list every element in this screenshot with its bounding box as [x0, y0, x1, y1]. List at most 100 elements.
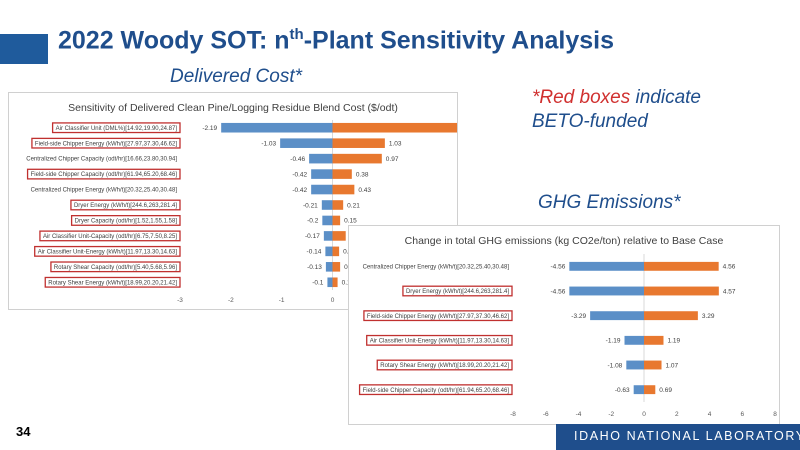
cost-value-label-low: -2.19 [202, 125, 217, 132]
cost-bar-high [332, 122, 457, 133]
cost-beto-highlight-box [50, 261, 181, 273]
ghg-x-tick-label: 8 [773, 411, 777, 418]
ghg-bar-high [644, 335, 664, 345]
cost-value-label-low: -0.1 [312, 280, 324, 287]
ghg-bar-high [644, 311, 698, 321]
title-main: 2022 Woody SOT: n [58, 26, 290, 55]
cost-beto-highlight-box [26, 168, 181, 180]
cost-value-label-high: 0.38 [356, 171, 369, 178]
cost-beto-highlight-box [51, 122, 181, 134]
cost-bar-low [323, 231, 333, 241]
ghg-subtitle: GHG Emissions* [538, 192, 681, 213]
ghg-bar-low [590, 311, 644, 321]
ghg-chart-panel: Change in total GHG emissions (kg CO2e/t… [348, 225, 780, 425]
ghg-value-label-low: -3.29 [571, 313, 586, 320]
ghg-beto-highlight-box [402, 285, 513, 297]
ghg-bar-low [626, 360, 644, 370]
ghg-category-label: Air Classifier Unit-Energy (kWh/t)[11.97… [370, 338, 510, 344]
cost-bar-low [322, 215, 333, 226]
cost-bar-low [325, 246, 333, 257]
cost-bar-low [311, 169, 333, 179]
cost-category-label: Rotary Shear Capacity (odt/hr)[5.40,5.68… [54, 265, 177, 271]
cost-category-label: Air Classifier Unit (DML%)[14.92,19.90,2… [56, 126, 178, 132]
ghg-value-label-high: 3.29 [702, 313, 715, 320]
ghg-chart-title: Change in total GHG emissions (kg CO2e/t… [405, 235, 724, 247]
page-number: 34 [16, 424, 31, 439]
ghg-value-label-low: -4.56 [551, 288, 566, 295]
ghg-bar-high [644, 360, 662, 370]
cost-bar-high [332, 262, 341, 272]
cost-bar-high [332, 215, 341, 226]
ghg-value-label-high: 4.57 [723, 288, 736, 295]
ghg-x-tick-label: -2 [608, 411, 614, 418]
cost-x-tick-label: -1 [279, 297, 285, 304]
cost-beto-highlight-box [39, 230, 181, 242]
delivered-cost-subtitle: Delivered Cost* [170, 66, 302, 87]
cost-beto-highlight-box [70, 215, 181, 226]
ghg-beto-highlight-box [363, 310, 513, 322]
title-accent-bar [0, 34, 48, 64]
cost-bar-low [309, 153, 333, 164]
cost-category-label: Air Classifier Unit-Energy (kWh/t)[11.97… [38, 249, 178, 255]
cost-value-label-low: -0.46 [290, 156, 305, 163]
ghg-value-label-low: -0.63 [615, 387, 630, 394]
note-red-boxes: *Red boxes [532, 87, 631, 108]
ghg-x-tick-label: -8 [510, 411, 516, 418]
cost-value-label-low: -1.03 [261, 140, 276, 147]
ghg-value-label-high: 0.69 [659, 387, 672, 394]
cost-category-label: Air Classifier Unit-Capacity (odt/hr)[6.… [43, 234, 177, 240]
ghg-bar-high [644, 261, 719, 271]
ghg-x-tick-label: 0 [642, 411, 646, 418]
cost-beto-highlight-box [34, 245, 181, 257]
cost-value-label-low: -0.14 [307, 249, 322, 256]
ghg-bar-low [633, 385, 644, 395]
cost-value-label-low: -0.17 [305, 233, 320, 240]
cost-value-label-low: -0.42 [292, 171, 307, 178]
cost-bar-low [321, 200, 333, 210]
cost-sensitivity-chart: Sensitivity of Delivered Clean Pine/Logg… [26, 102, 457, 304]
ghg-x-tick-label: 6 [740, 411, 744, 418]
footer-lab-name: IDAHO NATIONAL LABORATORY [574, 429, 800, 443]
cost-category-label: Dryer Energy (kWh/t)[244.6,263,281.4] [74, 203, 177, 209]
footer-bar [556, 424, 800, 450]
cost-x-tick-label: -2 [228, 297, 234, 304]
note-beto-funded: BETO-funded [532, 111, 648, 132]
cost-category-label: Dryer Capacity (odt/hr)[1.52,1.55,1.58] [75, 219, 178, 225]
cost-chart-panel: Sensitivity of Delivered Clean Pine/Logg… [8, 92, 458, 310]
ghg-beto-highlight-box [376, 359, 513, 371]
cost-category-label: Field-side Chipper Energy (kWh/t)[27.97,… [35, 141, 177, 147]
cost-value-label-high: 1.03 [389, 140, 402, 147]
cost-value-label-low: -0.2 [307, 218, 319, 225]
cost-bar-high [332, 277, 338, 288]
cost-bar-low [325, 262, 333, 272]
ghg-beto-highlight-box [366, 334, 513, 346]
cost-value-label-low: -0.13 [307, 264, 322, 271]
cost-beto-highlight-box [31, 137, 181, 149]
title-rest: -Plant Sensitivity Analysis [303, 26, 614, 55]
cost-value-label-high: 0.97 [386, 156, 399, 163]
ghg-category-label: Field-side Chipper Energy (kWh/t)[27.97,… [367, 314, 509, 320]
cost-bar-low [280, 138, 333, 148]
ghg-bar-low [624, 335, 644, 345]
ghg-sensitivity-chart: Change in total GHG emissions (kg CO2e/t… [358, 235, 777, 418]
ghg-category-label: Dryer Energy (kWh/t)[244.6,263,281.4] [406, 289, 509, 295]
title-superscript: th [289, 26, 304, 43]
cost-beto-highlight-box [44, 276, 181, 288]
cost-bar-high [332, 246, 340, 257]
ghg-bar-high [644, 385, 656, 395]
ghg-value-label-high: 1.19 [667, 338, 680, 345]
cost-bar-high [332, 153, 382, 164]
cost-bar-low [221, 122, 333, 133]
cost-value-label-high: 0.21 [347, 202, 360, 209]
cost-bar-high [332, 138, 385, 148]
cost-category-label: Rotary Shear Energy (kWh/t)[18.99,20.20,… [48, 280, 177, 286]
ghg-value-label-high: 1.07 [666, 362, 679, 369]
cost-value-label-high: 0.43 [358, 187, 371, 194]
ghg-category-label: Rotary Shear Energy (kWh/t)[18.99,20.20,… [380, 363, 509, 369]
cost-beto-highlight-box [70, 199, 181, 211]
ghg-bar-low [569, 286, 644, 296]
slide-title: 2022 Woody SOT: nth-Plant Sensitivity An… [58, 26, 614, 55]
ghg-beto-highlight-box [358, 384, 513, 396]
cost-value-label-high: 0.1 [342, 280, 351, 287]
ghg-x-tick-label: -6 [543, 411, 549, 418]
